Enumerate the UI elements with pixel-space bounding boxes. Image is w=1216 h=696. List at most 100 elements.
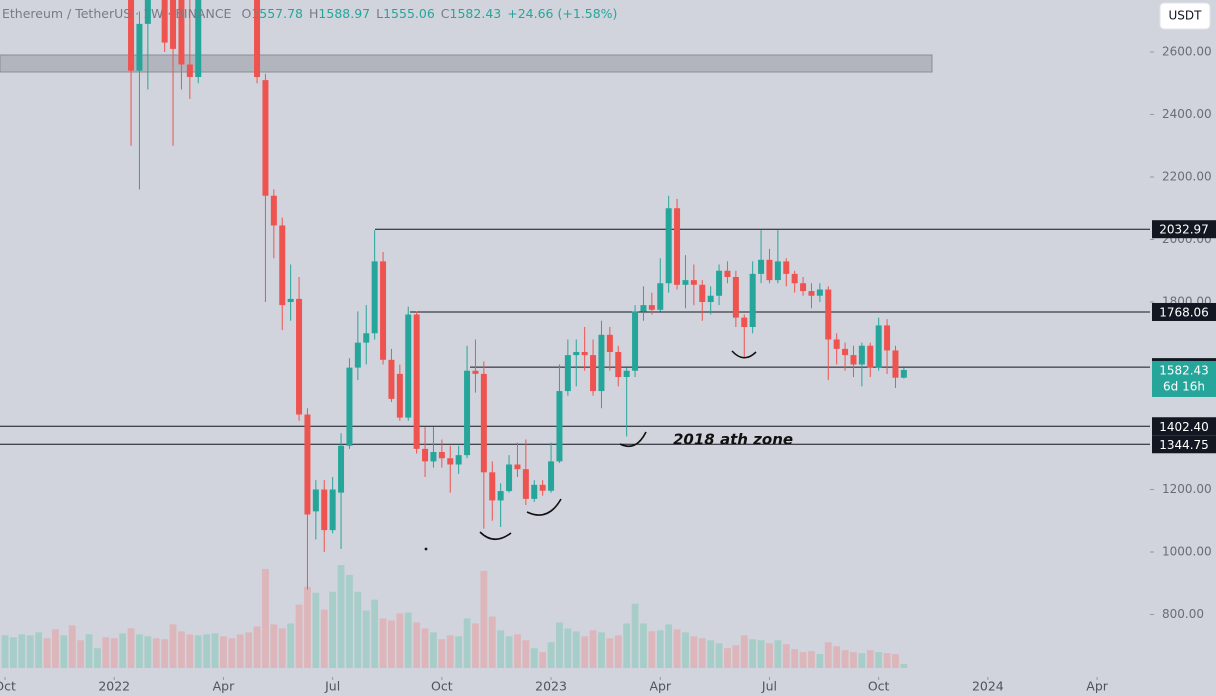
volume-bar — [472, 623, 479, 668]
volume-bar — [648, 631, 656, 668]
candle-body — [732, 277, 739, 318]
volume-bar — [892, 654, 899, 668]
candle-body — [296, 298, 303, 415]
y-tick-label: 1200.00 — [1162, 482, 1212, 496]
volume-bar — [589, 630, 597, 668]
volume-bar — [379, 618, 387, 668]
volume-bar — [698, 638, 706, 668]
legend-value: 1555.06 — [383, 6, 435, 21]
volume-bar — [85, 634, 93, 668]
volume-bar — [766, 643, 773, 668]
candle-body — [186, 64, 193, 77]
price-label-box — [1152, 360, 1216, 397]
candle-body — [556, 391, 563, 462]
candle-body — [128, 0, 135, 71]
candle-body — [548, 461, 555, 491]
volume-bar — [572, 631, 580, 668]
volume-bar — [77, 640, 85, 668]
candle-body — [825, 289, 832, 340]
volume-bar — [10, 637, 17, 668]
candle-body — [195, 0, 202, 77]
drawing-dot — [424, 547, 428, 551]
volume-bar — [144, 636, 152, 668]
x-tick-label: Apr — [649, 679, 671, 694]
volume-bar — [631, 603, 639, 668]
candle-body — [144, 0, 151, 24]
volume-bar — [488, 616, 496, 668]
y-tick-label: 2200.00 — [1162, 170, 1212, 184]
candle-body — [833, 339, 840, 349]
volume-bar — [875, 652, 883, 668]
candle-body — [581, 352, 588, 356]
level-label: 1768.06 — [1159, 305, 1209, 319]
volume-bar — [749, 639, 757, 668]
candle-body — [774, 261, 781, 281]
x-tick-label: 2022 — [98, 679, 130, 694]
volume-bar — [673, 629, 681, 668]
volume-bar — [446, 635, 454, 668]
y-tick-label: 1000.00 — [1162, 545, 1212, 559]
volume-bar — [850, 652, 857, 668]
volume-bar — [614, 635, 622, 668]
candle-body — [741, 317, 748, 327]
candle-body — [539, 484, 546, 491]
candle-body — [707, 295, 714, 302]
volume-bar — [278, 628, 286, 668]
volume-bar — [791, 649, 799, 668]
volume-bar — [707, 640, 715, 668]
x-tick-label: Oct — [431, 679, 453, 694]
candle-body — [422, 448, 429, 462]
volume-bar — [119, 633, 127, 668]
drawing-arc — [479, 531, 512, 541]
currency-label[interactable]: USDT — [1169, 9, 1203, 23]
volume-bar — [220, 636, 227, 668]
volume-bar — [52, 629, 59, 668]
legend-key: L — [376, 6, 383, 21]
drawing-arc — [731, 350, 757, 359]
volume-bar — [362, 610, 370, 668]
candle-body — [598, 334, 605, 392]
volume-bar — [816, 654, 824, 668]
legend-change: +24.66 (+1.58%) — [507, 6, 617, 21]
candle-body — [749, 273, 756, 327]
candle-body — [690, 280, 697, 285]
legend-key: C — [441, 6, 450, 21]
candle-body — [338, 445, 345, 493]
candle-body — [623, 370, 630, 377]
volume-bar — [623, 623, 631, 668]
candle-body — [514, 464, 521, 470]
level-label: 2032.97 — [1159, 223, 1209, 237]
level-label: 1402.40 — [1159, 420, 1209, 434]
x-tick-label: Jul — [324, 679, 340, 694]
legend-key: O — [241, 6, 251, 21]
volume-bar — [60, 635, 68, 668]
volume-bar — [1, 635, 9, 668]
volume-bar — [724, 648, 731, 668]
volume-bar — [497, 630, 505, 668]
volume-bar — [808, 651, 815, 668]
candle-body — [648, 305, 655, 310]
volume-bar — [127, 628, 135, 668]
volume-bar — [757, 640, 765, 668]
x-tick-label: Apr — [213, 679, 235, 694]
volume-bar — [262, 568, 269, 668]
candle-body — [682, 280, 689, 285]
candle-body — [321, 489, 328, 531]
legend-header: Ethereum / TetherUS · 1W · BINANCE O1557.… — [2, 6, 617, 21]
volume-bar — [715, 643, 723, 668]
x-tick-label: Jul — [761, 679, 777, 694]
volume-bar — [522, 640, 530, 668]
annotation: 2018 ath zone — [673, 431, 793, 449]
volume-bar — [169, 624, 177, 668]
volume-bar — [740, 635, 748, 668]
currency-button[interactable] — [1159, 2, 1211, 30]
volume-bar — [35, 632, 43, 668]
candle-body — [405, 314, 412, 418]
candle-body — [858, 345, 865, 365]
candle-body — [808, 291, 815, 296]
level-label-box — [1152, 417, 1216, 436]
candle-body — [136, 23, 143, 71]
volume-bar — [110, 638, 118, 668]
volume-bar — [841, 650, 849, 668]
